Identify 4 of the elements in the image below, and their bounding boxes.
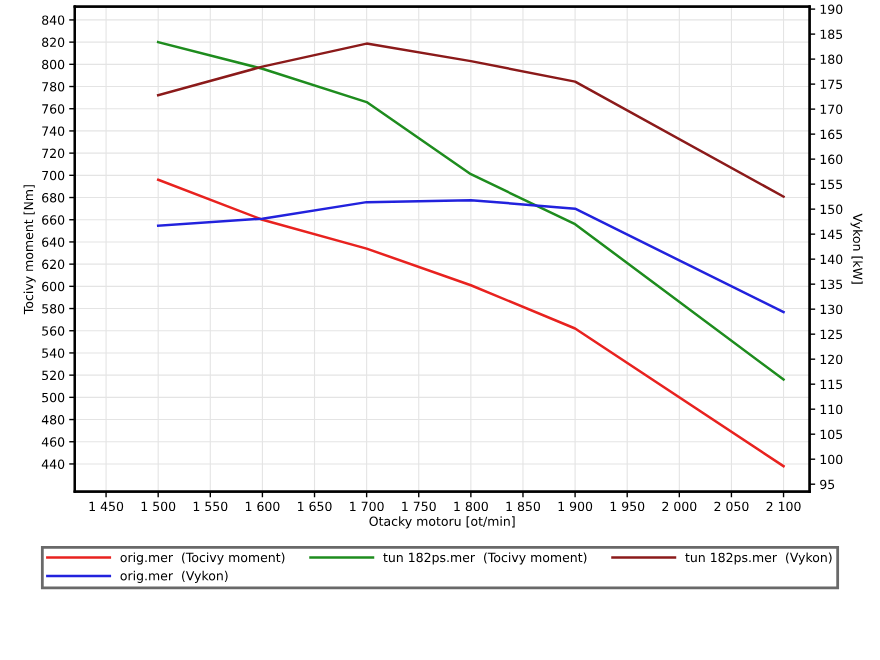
line-series: [156, 42, 785, 198]
line-series: [156, 198, 785, 314]
line-series: [156, 178, 785, 468]
line-series: [156, 40, 785, 381]
